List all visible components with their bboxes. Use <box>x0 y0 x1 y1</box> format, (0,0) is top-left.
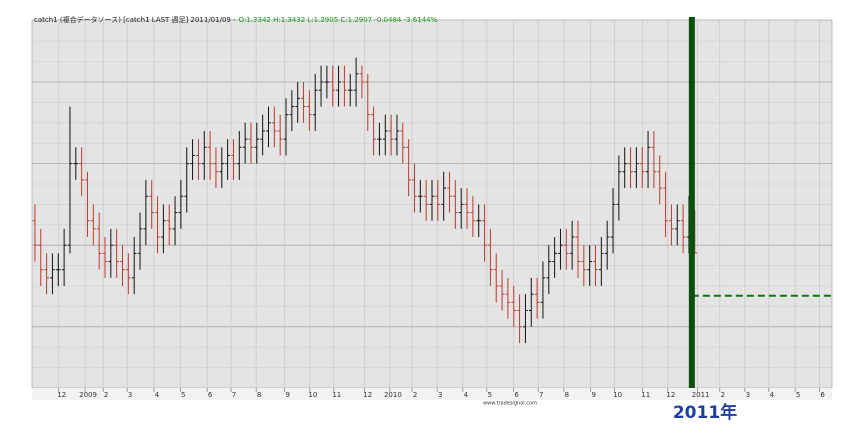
x-tick-label: 4 <box>464 391 469 399</box>
x-tick-label: 8 <box>565 391 569 399</box>
x-tick-label: 6 <box>514 391 519 399</box>
x-tick-label: 5 <box>488 391 492 399</box>
x-tick-label: 3 <box>128 391 132 399</box>
x-tick-label: 9 <box>286 391 290 399</box>
annotation-label: 2011年 <box>673 402 737 423</box>
x-tick-label: 10 <box>308 391 317 399</box>
x-tick-label: 2 <box>413 391 417 399</box>
x-tick-label: 11 <box>641 391 650 399</box>
x-tick-label: 7 <box>539 391 543 399</box>
x-tick-label: 2 <box>721 391 725 399</box>
x-axis-strip <box>32 388 832 400</box>
x-tick-label: 12 <box>57 391 66 399</box>
x-tick-label: 7 <box>232 391 236 399</box>
x-tick-label: 2009 <box>79 391 97 399</box>
x-tick-label: 8 <box>257 391 261 399</box>
x-tick-label: 2 <box>104 391 108 399</box>
x-tick-label: 6 <box>208 391 213 399</box>
x-tick-label: 12 <box>363 391 372 399</box>
x-tick-label: 4 <box>770 391 775 399</box>
chart-title: catch1 (複合データソース) [catch1 LAST 週足] 2011/… <box>34 15 236 24</box>
x-tick-label: 5 <box>181 391 185 399</box>
x-tick-label: 4 <box>155 391 160 399</box>
header-values: O:1.3342 H:1.3432 L:1.2905 C:1.2907 -0.0… <box>239 16 438 24</box>
watermark: www.tradesignal.com <box>483 401 537 407</box>
x-tick-label: 11 <box>332 391 341 399</box>
x-tick-label: 12 <box>666 391 675 399</box>
x-tick-label: 2010 <box>384 391 402 399</box>
x-tick-label: 5 <box>796 391 800 399</box>
x-tick-label: 10 <box>613 391 622 399</box>
x-tick-label: 9 <box>592 391 596 399</box>
x-tick-label: 6 <box>820 391 825 399</box>
x-tick-label: 3 <box>746 391 750 399</box>
x-tick-label: 2011 <box>692 391 710 399</box>
x-tick-label: 3 <box>438 391 442 399</box>
